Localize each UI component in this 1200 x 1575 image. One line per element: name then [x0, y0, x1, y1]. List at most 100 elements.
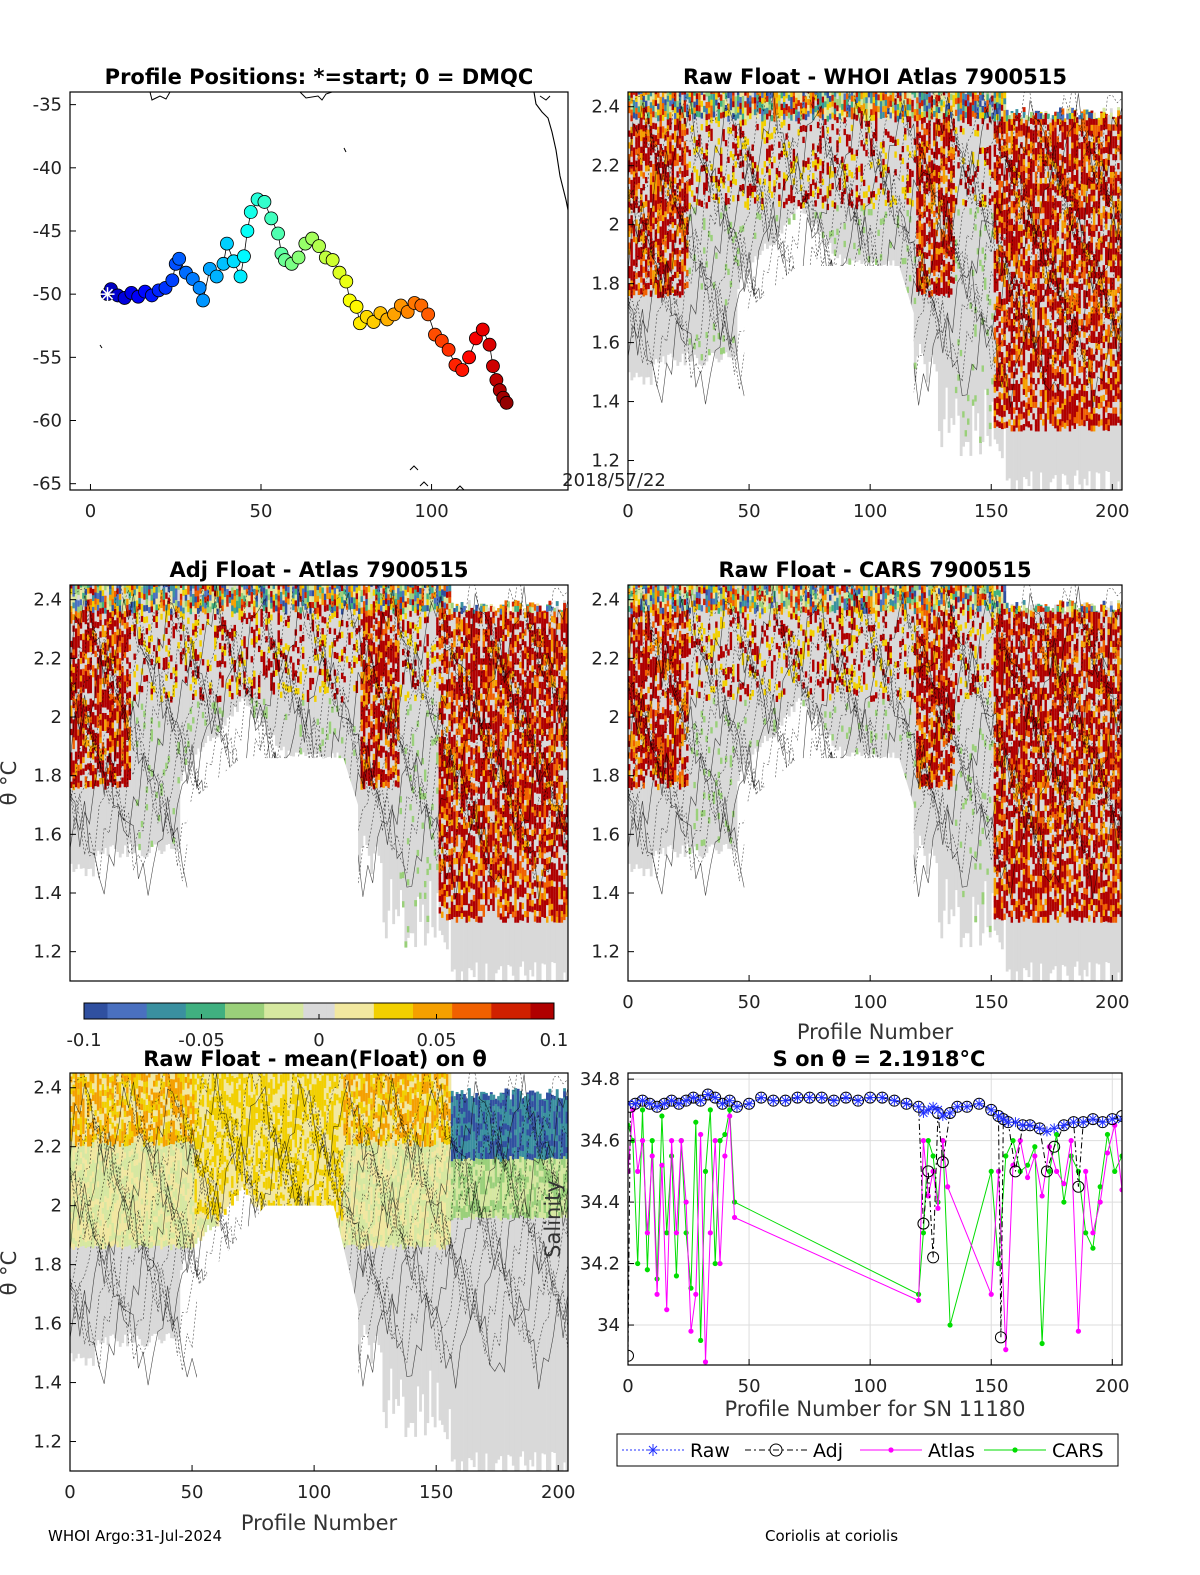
heat-cell [937, 260, 941, 267]
heat-cell [1075, 210, 1079, 218]
heat-cell [862, 179, 866, 187]
heat-cell [1071, 348, 1074, 355]
heat-cell [828, 172, 832, 179]
heat-column [700, 92, 704, 366]
profile-point [312, 239, 326, 254]
heat-cell [1008, 283, 1012, 291]
heat-cell [669, 235, 672, 242]
heat-cell [1102, 265, 1106, 272]
heat-cell [89, 698, 93, 705]
heat-cell [1037, 348, 1041, 355]
heat-cell [669, 105, 672, 113]
heat-cell [671, 192, 675, 199]
heat-cell [1059, 265, 1062, 273]
heat-cell [1114, 206, 1118, 214]
heat-cell [1088, 323, 1091, 331]
heat-cell [1075, 417, 1079, 424]
heat-cell [724, 140, 728, 147]
heat-cell [918, 208, 922, 215]
heat-cell [1017, 271, 1021, 279]
heat-cell [77, 606, 81, 613]
heat-cell [1054, 251, 1058, 258]
heat-cell [70, 664, 73, 671]
heat-cell [664, 281, 668, 288]
heat-cell [1114, 372, 1118, 379]
heat-column [957, 92, 961, 416]
heat-cell [1078, 401, 1082, 409]
heat-cell [642, 113, 646, 120]
heat-cell [1083, 225, 1087, 232]
heat-cell [705, 149, 709, 156]
heat-cell [967, 117, 970, 125]
heat-cell [686, 281, 689, 288]
heat-cell [1015, 197, 1019, 204]
heat-cell [1015, 344, 1019, 352]
heat-cell [1000, 198, 1004, 206]
heat-cell [1107, 277, 1111, 284]
heat-cell [875, 93, 878, 100]
heat-cell [988, 151, 992, 158]
heat-cell [1051, 289, 1055, 297]
heat-cell [1010, 124, 1014, 131]
heat-cell [1000, 405, 1004, 412]
heat-cell [70, 599, 73, 607]
heat-cell [790, 185, 794, 192]
heat-cell [1049, 193, 1053, 200]
heat-cell [1095, 301, 1099, 308]
heat-cell [1008, 254, 1012, 261]
heat-cell [1051, 419, 1055, 426]
heat-cell [77, 629, 81, 636]
heat-cell [683, 241, 687, 248]
heat-cell [950, 217, 953, 224]
heat-cell [72, 760, 76, 767]
heat-cell [1046, 248, 1050, 255]
heat-cell [669, 259, 672, 266]
heat-cell [1000, 128, 1004, 135]
heat-cell [782, 113, 786, 120]
heat-cell [906, 198, 910, 205]
heat-cell [778, 100, 781, 107]
heat-cell [693, 101, 697, 108]
heat-cell [688, 338, 692, 345]
heat-cell [1075, 222, 1079, 230]
heat-cell [84, 664, 88, 672]
heat-cell [1117, 115, 1120, 123]
heat-cell [993, 380, 997, 387]
heat-cell [1117, 233, 1120, 241]
heat-cell [1000, 340, 1004, 347]
heat-cell [1025, 143, 1028, 150]
heat-cell [1107, 130, 1111, 137]
heat-cell [935, 112, 939, 119]
heat-cell [867, 108, 871, 116]
heat-cell [1054, 174, 1058, 181]
heat-cell [1013, 271, 1016, 279]
heat-cell [1037, 419, 1041, 426]
heat-cell [703, 111, 706, 119]
heat-cell [628, 130, 631, 137]
heat-cell [918, 267, 922, 274]
heat-cell [1073, 180, 1077, 188]
heat-cell [1008, 378, 1012, 385]
heat-cell [918, 149, 922, 156]
heat-cell [761, 126, 765, 134]
heat-cell [72, 725, 76, 732]
heat-cell [1075, 175, 1079, 182]
heat-cell [1080, 389, 1084, 397]
heat-cell [632, 271, 636, 278]
heat-cell [89, 610, 93, 617]
heat-cell [1042, 171, 1045, 178]
heat-cell [1066, 113, 1070, 120]
heat-cell [1005, 403, 1009, 411]
heat-cell [933, 169, 936, 176]
heat-cell [904, 110, 907, 117]
heat-cell [664, 110, 668, 117]
heat-cell [1015, 262, 1019, 269]
heat-cell [72, 690, 76, 697]
heat-cell [1013, 177, 1016, 184]
heat-cell [1112, 407, 1116, 414]
heat-cell [1042, 342, 1045, 349]
heat-cell [1100, 177, 1104, 184]
heat-cell [732, 177, 735, 184]
heat-cell [674, 271, 677, 279]
heat-cell [666, 177, 670, 185]
